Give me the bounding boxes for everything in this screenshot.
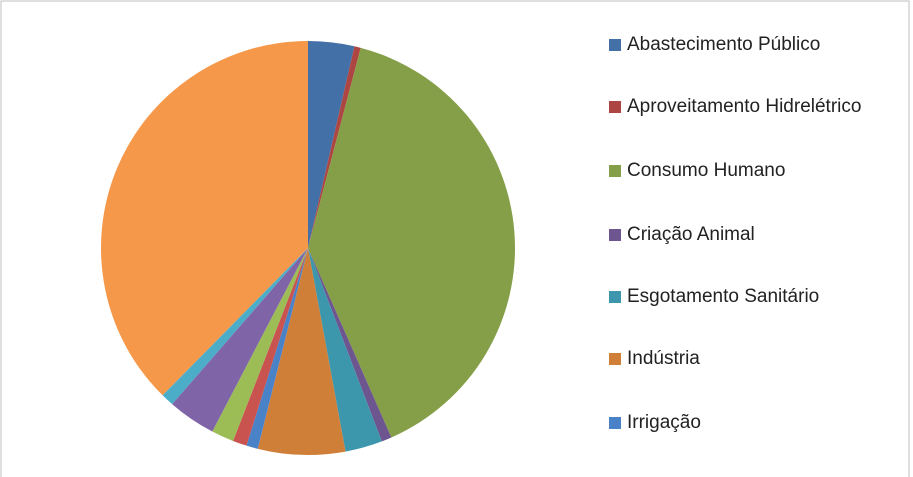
legend-item: Consumo Humano bbox=[609, 158, 879, 184]
legend-swatch bbox=[609, 417, 621, 429]
legend-item: Criação Animal bbox=[609, 222, 879, 248]
legend-swatch bbox=[609, 353, 621, 365]
legend-label: Aproveitamento Hidrelétrico bbox=[627, 96, 862, 117]
pie-slice bbox=[233, 248, 308, 446]
pie-slice bbox=[246, 248, 308, 449]
legend-label: Criação Animal bbox=[627, 224, 755, 245]
legend-swatch bbox=[609, 165, 621, 177]
pie-slice bbox=[308, 248, 392, 442]
legend-label: Irrigação bbox=[627, 412, 701, 433]
pie-slice bbox=[212, 248, 308, 441]
legend-label: Abastecimento Público bbox=[627, 34, 821, 55]
pie-slice bbox=[308, 47, 516, 438]
pie-slice bbox=[101, 41, 308, 396]
legend-swatch bbox=[609, 101, 621, 113]
legend-label: Consumo Humano bbox=[627, 160, 786, 181]
legend-label: Indústria bbox=[627, 348, 700, 369]
legend-item: Aproveitamento Hidrelétrico bbox=[609, 94, 879, 120]
pie-slice bbox=[172, 248, 308, 432]
legend-swatch bbox=[609, 229, 621, 241]
legend-item: Indústria bbox=[609, 346, 879, 372]
pie-slice bbox=[308, 248, 382, 452]
pie-slice bbox=[162, 248, 308, 405]
legend-item: Irrigação bbox=[609, 410, 879, 436]
pie-slice bbox=[308, 46, 361, 249]
pie-slice bbox=[257, 248, 346, 455]
legend-swatch bbox=[609, 39, 621, 51]
pie-slice bbox=[308, 41, 355, 248]
legend-swatch bbox=[609, 291, 621, 303]
legend-label: Esgotamento Sanitário bbox=[627, 286, 820, 307]
legend-item: Esgotamento Sanitário bbox=[609, 284, 879, 310]
legend-item: Abastecimento Público bbox=[609, 32, 879, 58]
